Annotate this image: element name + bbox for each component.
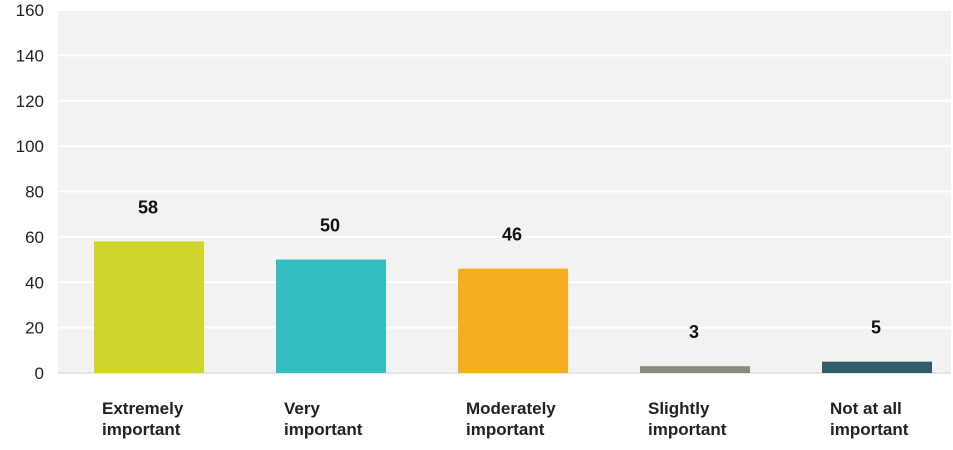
y-tick-label: 40 xyxy=(25,273,44,292)
y-tick-label: 120 xyxy=(16,92,44,111)
x-axis-label: important xyxy=(830,420,909,439)
x-axis-label: Slightly xyxy=(648,399,710,418)
bar xyxy=(94,241,204,373)
x-axis-label: Moderately xyxy=(466,399,556,418)
data-label: 50 xyxy=(320,216,340,236)
y-tick-label: 20 xyxy=(25,319,44,338)
y-axis-ticks: 0 20 40 60 80 100 120 140 160 xyxy=(16,1,44,383)
bar xyxy=(458,268,568,373)
data-label: 5 xyxy=(871,318,881,338)
y-tick-label: 80 xyxy=(25,183,44,202)
x-axis-label: Not at all xyxy=(830,399,902,418)
y-tick-label: 140 xyxy=(16,46,44,65)
data-label: 58 xyxy=(138,197,158,217)
bar xyxy=(276,259,386,373)
y-tick-label: 100 xyxy=(16,137,44,156)
y-tick-label: 160 xyxy=(16,1,44,20)
x-axis-label: important xyxy=(648,420,727,439)
data-label: 46 xyxy=(502,225,522,245)
bar xyxy=(822,361,932,373)
y-tick-label: 0 xyxy=(35,364,44,383)
bars xyxy=(94,241,932,373)
y-tick-label: 60 xyxy=(25,228,44,247)
x-axis-label: important xyxy=(102,420,181,439)
x-axis-label: important xyxy=(284,420,363,439)
x-axis-label: important xyxy=(466,420,545,439)
x-axis-label: Extremely xyxy=(102,399,184,418)
data-label: 3 xyxy=(689,322,699,342)
data-labels: 58 50 46 3 5 xyxy=(138,197,881,342)
bar xyxy=(640,366,750,373)
x-axis-labels: Extremely important Very important Moderatel… xyxy=(102,399,909,439)
x-axis-label: Very xyxy=(284,399,320,418)
